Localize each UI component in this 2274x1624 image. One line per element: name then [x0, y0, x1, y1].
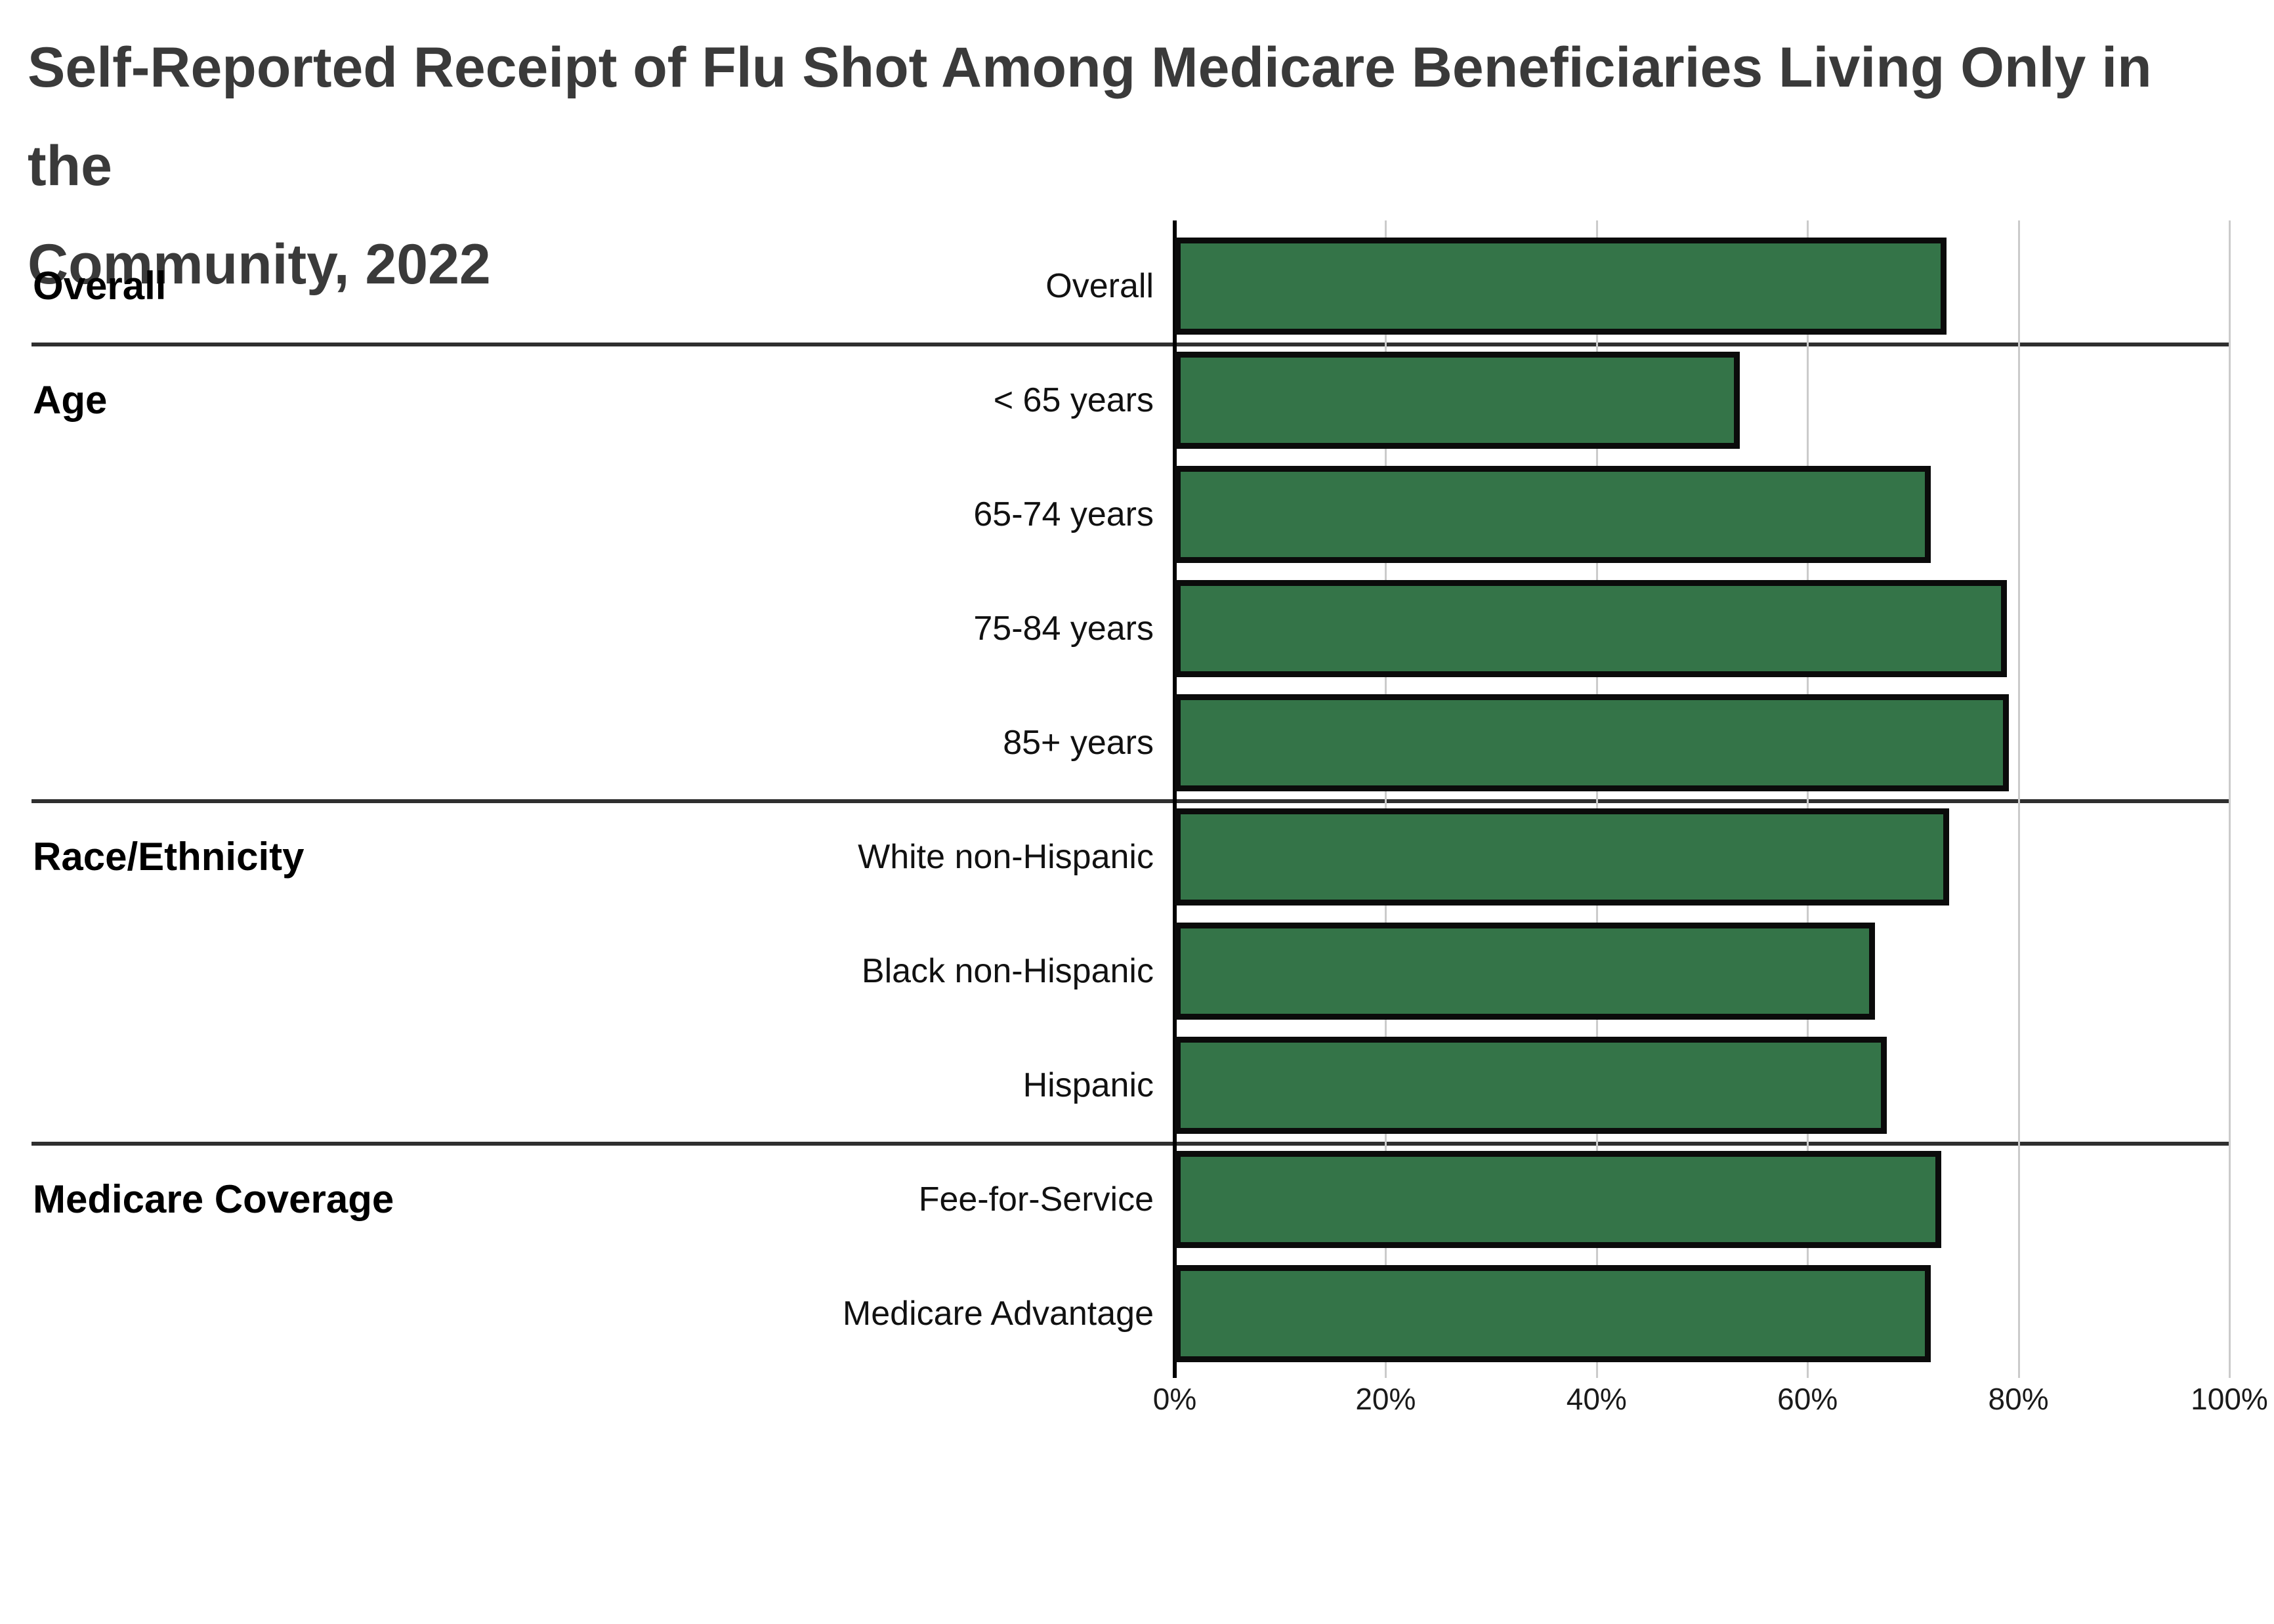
group-label: Age: [33, 378, 108, 422]
bar: [1175, 694, 2009, 791]
bar: [1175, 923, 1875, 1020]
group-separator: [32, 799, 2229, 803]
row-label: 65-74 years: [973, 495, 1154, 533]
bar: [1175, 580, 2007, 677]
gridline-60%: [1807, 220, 1809, 1378]
row-label: Fee-for-Service: [918, 1180, 1154, 1218]
x-tick-label-80%: 80%: [1988, 1382, 2049, 1416]
group-label: Race/Ethnicity: [33, 835, 305, 879]
x-tick-label-60%: 60%: [1777, 1382, 1838, 1416]
y-axis-line: [1173, 220, 1177, 1378]
bar: [1175, 1037, 1887, 1134]
x-tick-label-0%: 0%: [1152, 1382, 1197, 1416]
gridline-20%: [1385, 220, 1387, 1378]
chart-title: Self-Reported Receipt of Flu Shot Among …: [28, 18, 2220, 314]
bar: [1175, 352, 1740, 449]
bar: [1175, 808, 1949, 906]
row-label: Hispanic: [1022, 1066, 1154, 1104]
row-label: Black non-Hispanic: [861, 952, 1154, 990]
x-tick-label-20%: 20%: [1355, 1382, 1416, 1416]
bar: [1175, 1265, 1931, 1362]
row-label: 75-84 years: [973, 610, 1154, 648]
row-label: Overall: [1045, 267, 1154, 305]
group-label: Overall: [33, 264, 167, 308]
gridline-100%: [2229, 220, 2231, 1378]
row-label: Medicare Advantage: [842, 1295, 1154, 1333]
gridline-80%: [2017, 220, 2020, 1378]
row-label: White non-Hispanic: [858, 838, 1154, 876]
group-label: Medicare Coverage: [33, 1177, 394, 1221]
group-separator: [32, 1142, 2229, 1146]
row-label: 85+ years: [1003, 724, 1154, 762]
x-tick-label-40%: 40%: [1566, 1382, 1627, 1416]
chart-title-line-2: Community, 2022: [28, 233, 491, 296]
x-tick-label-100%: 100%: [2191, 1382, 2268, 1416]
group-separator: [32, 343, 2229, 346]
bar: [1175, 466, 1931, 563]
bar: [1175, 238, 1947, 335]
chart-title-line-1: Self-Reported Receipt of Flu Shot Among …: [28, 36, 2152, 198]
bar: [1175, 1151, 1941, 1248]
row-label: < 65 years: [993, 381, 1154, 419]
plot-area: [1173, 220, 2231, 1378]
gridline-40%: [1595, 220, 1598, 1378]
